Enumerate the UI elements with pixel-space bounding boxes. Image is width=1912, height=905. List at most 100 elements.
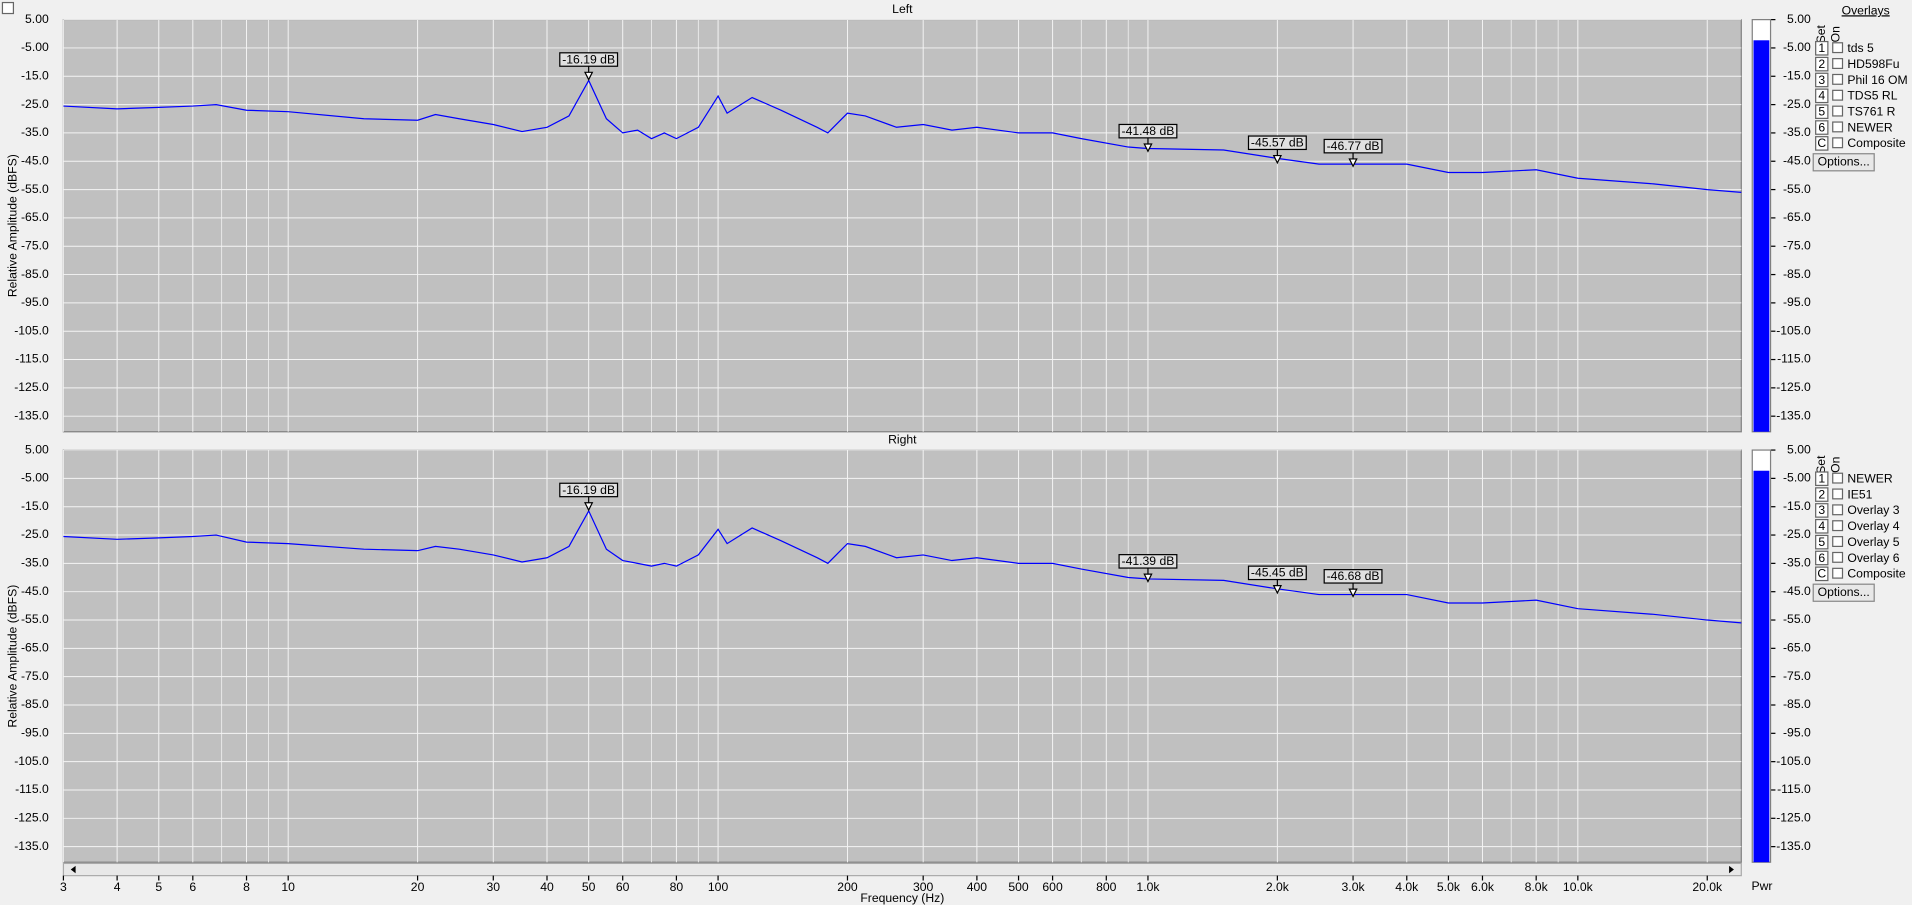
x-tick-label: 4 — [114, 880, 121, 894]
x-tick-label: 1.0k — [1136, 880, 1160, 894]
x-tick-label: 400 — [967, 880, 988, 894]
meter-tick-label: -95.0 — [1783, 726, 1811, 740]
marker-label-box — [1323, 569, 1383, 584]
set-number: 2 — [1818, 487, 1825, 501]
overlay-name: NEWER — [1847, 120, 1893, 134]
y-tick-label: -45.0 — [21, 153, 49, 167]
marker-label-box — [1247, 565, 1307, 581]
set-number: 3 — [1818, 503, 1825, 517]
overlay-name: Overlay 6 — [1847, 551, 1899, 565]
chart-title: Right — [888, 433, 917, 447]
y-tick-label: -115.0 — [15, 782, 49, 796]
set-button[interactable] — [1815, 550, 1829, 566]
overlay-checkbox[interactable] — [1832, 105, 1844, 117]
overlay-checkbox[interactable] — [1832, 121, 1844, 133]
set-number: 5 — [1818, 105, 1825, 119]
meter-tick-label: -85.0 — [1783, 697, 1811, 711]
y-tick-label: -95.0 — [21, 726, 49, 740]
options-button[interactable] — [1812, 583, 1875, 602]
set-number: 1 — [1818, 472, 1825, 486]
meter-tick-label: -105.0 — [1776, 323, 1811, 337]
meter-tick-label: -55.0 — [1783, 612, 1811, 626]
y-tick-label: -5.00 — [21, 471, 49, 485]
set-button[interactable] — [1815, 40, 1829, 56]
x-tick-label: 60 — [616, 880, 630, 894]
set-button[interactable] — [1815, 566, 1829, 582]
meter-tick-label: -135.0 — [1776, 839, 1811, 853]
overlay-checkbox[interactable] — [1832, 551, 1844, 563]
x-tick-label: 4.0k — [1395, 880, 1419, 894]
y-tick-label: -125.0 — [14, 380, 49, 394]
set-button[interactable] — [1815, 104, 1829, 119]
y-tick-label: 5.00 — [25, 442, 49, 456]
overlay-checkbox[interactable] — [1832, 73, 1844, 85]
y-tick-label: 5.00 — [25, 12, 49, 26]
x-tick-label: 600 — [1042, 880, 1063, 894]
marker-label-box — [1247, 135, 1307, 151]
overlay-checkbox[interactable] — [1832, 472, 1844, 484]
overlay-checkbox[interactable] — [1832, 58, 1844, 70]
y-tick-label: -35.0 — [21, 556, 49, 570]
marker-label: -16.19 dB — [562, 483, 615, 497]
set-number: 5 — [1818, 535, 1825, 549]
meter-tick-label: -105.0 — [1776, 754, 1811, 768]
marker — [1348, 588, 1358, 598]
overlay-checkbox[interactable] — [1832, 567, 1844, 579]
set-button[interactable] — [1815, 471, 1829, 487]
x-tick-label: 3 — [60, 880, 67, 894]
set-button[interactable] — [1815, 56, 1829, 72]
set-number: 6 — [1818, 551, 1825, 565]
set-number: 1 — [1818, 41, 1825, 55]
marker-label: -41.48 dB — [1122, 124, 1175, 138]
overlay-checkbox[interactable] — [1832, 504, 1844, 516]
marker-label-box — [559, 52, 619, 67]
overlay-checkbox[interactable] — [1832, 520, 1844, 532]
overlay-checkbox[interactable] — [1832, 137, 1844, 149]
y-tick-label: -75.0 — [21, 238, 49, 252]
overlay-checkbox[interactable] — [1832, 488, 1844, 500]
x-tick-label: 8.0k — [1525, 880, 1549, 894]
meter-tick-label: -125.0 — [1776, 380, 1811, 394]
meter-tick-label: -115.0 — [1777, 782, 1811, 796]
set-button[interactable] — [1815, 487, 1829, 502]
overlay-name: Overlay 4 — [1847, 519, 1899, 533]
spectrum-line — [63, 79, 1742, 194]
overlay-checkbox[interactable] — [1832, 42, 1844, 54]
options-button[interactable] — [1812, 153, 1875, 172]
x-tick-label: 5.0k — [1437, 880, 1461, 894]
set-button[interactable] — [1815, 72, 1829, 88]
set-button[interactable] — [1815, 503, 1829, 518]
meter-tick-label: -75.0 — [1783, 669, 1811, 683]
set-button[interactable] — [1815, 88, 1829, 104]
set-button[interactable] — [1815, 518, 1829, 534]
overlay-name: NEWER — [1847, 472, 1893, 486]
marker — [584, 502, 594, 512]
y-tick-label: -75.0 — [21, 669, 49, 683]
overlay-checkbox[interactable] — [1832, 89, 1844, 101]
collapse-button[interactable] — [1, 1, 15, 15]
x-tick-label: 3.0k — [1342, 880, 1366, 894]
x-tick-label: 5 — [155, 880, 162, 894]
y-tick-label: -105.0 — [14, 323, 49, 337]
scrollbar[interactable] — [62, 862, 1742, 877]
marker-label: -41.39 dB — [1122, 554, 1175, 568]
meter-tick-label: -15.0 — [1783, 499, 1811, 513]
overlay-name: Overlay 3 — [1847, 503, 1899, 517]
meter-tick-label: -75.0 — [1783, 238, 1811, 252]
set-button[interactable] — [1815, 136, 1829, 151]
overlay-name: TS761 R — [1847, 105, 1895, 119]
marker-label: -16.19 dB — [562, 52, 615, 66]
x-tick-label: 80 — [670, 880, 684, 894]
overlays-title[interactable]: Overlays — [1842, 3, 1890, 17]
meter-tick-label: -5.00 — [1783, 471, 1811, 485]
set-number: 4 — [1818, 519, 1825, 533]
meter-bar — [1753, 470, 1770, 863]
set-button[interactable] — [1815, 120, 1829, 135]
x-tick-label: 40 — [540, 880, 554, 894]
overlay-checkbox[interactable] — [1832, 536, 1844, 548]
y-axis-label: Relative Amplitude (dBFS) — [6, 154, 20, 297]
meter-tick-label: -25.0 — [1783, 527, 1811, 541]
set-button[interactable] — [1815, 534, 1829, 550]
y-axis-label: Relative Amplitude (dBFS) — [6, 585, 20, 728]
overlay-name: IE51 — [1847, 487, 1872, 501]
